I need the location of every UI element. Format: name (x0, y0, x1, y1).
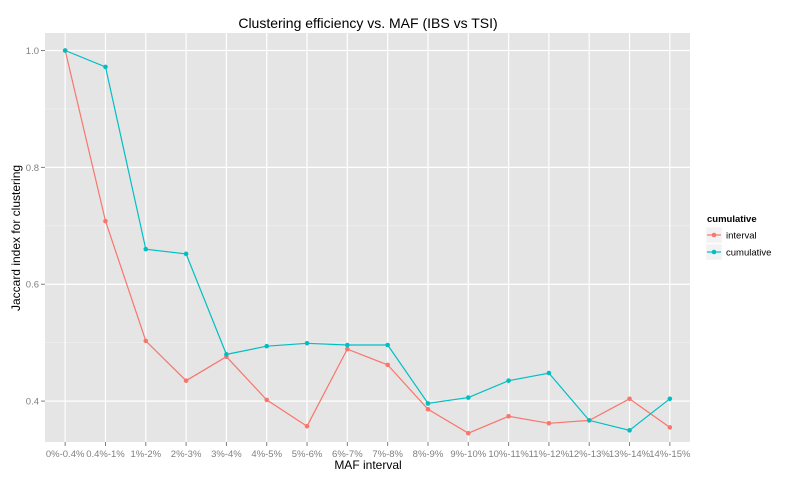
legend-label-cumulative: cumulative (726, 248, 771, 259)
series-points (62, 48, 673, 436)
data-point-cumulative (546, 370, 552, 376)
minor-gridlines (45, 108, 690, 343)
legend-key-point-cumulative (711, 249, 717, 255)
y-tick-label: 0.4 (26, 397, 39, 408)
x-tick-label: 0.4%-1% (86, 449, 125, 460)
x-tick-label: 11%-12% (529, 449, 570, 460)
data-point-cumulative (425, 401, 431, 406)
x-tick-label: 2%-3% (171, 449, 202, 460)
x-tick-label: 6%-7% (332, 449, 363, 460)
plot-panel (45, 33, 690, 442)
x-tick-label: 13%-14% (609, 449, 651, 460)
data-point-interval (264, 397, 270, 403)
x-tick-label: 14%-15% (649, 449, 691, 460)
y-axis-ticks: 0.4 0.6 0.8 1.0 (26, 46, 45, 408)
y-tick-label: 0.8 (26, 163, 39, 174)
y-tick-label: 1.0 (26, 46, 39, 57)
data-point-interval (143, 338, 149, 344)
x-tick-label: 4%-5% (251, 449, 282, 460)
legend: cumulative interval cumulative (705, 214, 771, 261)
x-tick-label: 8%-9% (413, 449, 444, 460)
data-point-interval (103, 218, 108, 224)
chart-title: Clustering efficiency vs. MAF (IBS vs TS… (238, 15, 497, 31)
data-point-cumulative (627, 428, 632, 433)
data-point-interval (546, 421, 552, 426)
legend-key-point-interval (711, 232, 717, 238)
data-point-cumulative (143, 246, 149, 252)
data-point-cumulative (264, 343, 270, 349)
x-tick-label: 10%-11% (488, 449, 529, 460)
series-lines (64, 49, 671, 434)
series-line-interval (64, 50, 671, 434)
x-tick-label: 7%-8% (372, 449, 403, 460)
data-point-interval (345, 346, 350, 352)
data-point-interval (385, 362, 390, 368)
legend-label-interval: interval (726, 231, 757, 242)
data-point-cumulative (506, 378, 511, 383)
data-point-interval (465, 430, 471, 436)
data-point-cumulative (667, 396, 673, 402)
y-tick-label: 0.6 (26, 280, 39, 291)
data-point-cumulative (385, 342, 390, 348)
x-tick-label: 9%-10% (450, 449, 486, 460)
x-axis-ticks: 0%-0.4% 0.4%-1% 1%-2% 2%-3% 3%-4% 4%-5% 5%-6% 6… (46, 442, 691, 460)
data-point-interval (506, 413, 511, 419)
x-tick-label: 3%-4% (211, 449, 242, 460)
data-point-interval (304, 423, 310, 429)
x-tick-label: 0%-0.4% (46, 449, 85, 460)
data-point-cumulative (465, 395, 471, 400)
data-point-cumulative (586, 418, 592, 423)
data-point-cumulative (304, 340, 310, 346)
x-tick-label: 5%-6% (292, 449, 323, 460)
data-point-cumulative (224, 352, 229, 357)
data-point-cumulative (103, 64, 108, 70)
legend-items: interval cumulative (705, 226, 771, 261)
data-point-interval (627, 396, 632, 402)
data-point-interval (425, 406, 431, 412)
y-axis-title: Jaccard index for clustering (9, 165, 23, 311)
x-tick-label: 1%-2% (130, 449, 161, 460)
x-tick-label: 12%-13% (569, 449, 611, 460)
x-axis-title: MAF interval (334, 458, 401, 472)
data-point-cumulative (345, 342, 350, 348)
data-point-interval (183, 378, 189, 383)
legend-title: cumulative (707, 214, 757, 225)
data-point-cumulative (62, 48, 68, 53)
data-point-cumulative (183, 251, 189, 257)
data-point-interval (667, 425, 673, 430)
series-line-cumulative (64, 49, 671, 431)
